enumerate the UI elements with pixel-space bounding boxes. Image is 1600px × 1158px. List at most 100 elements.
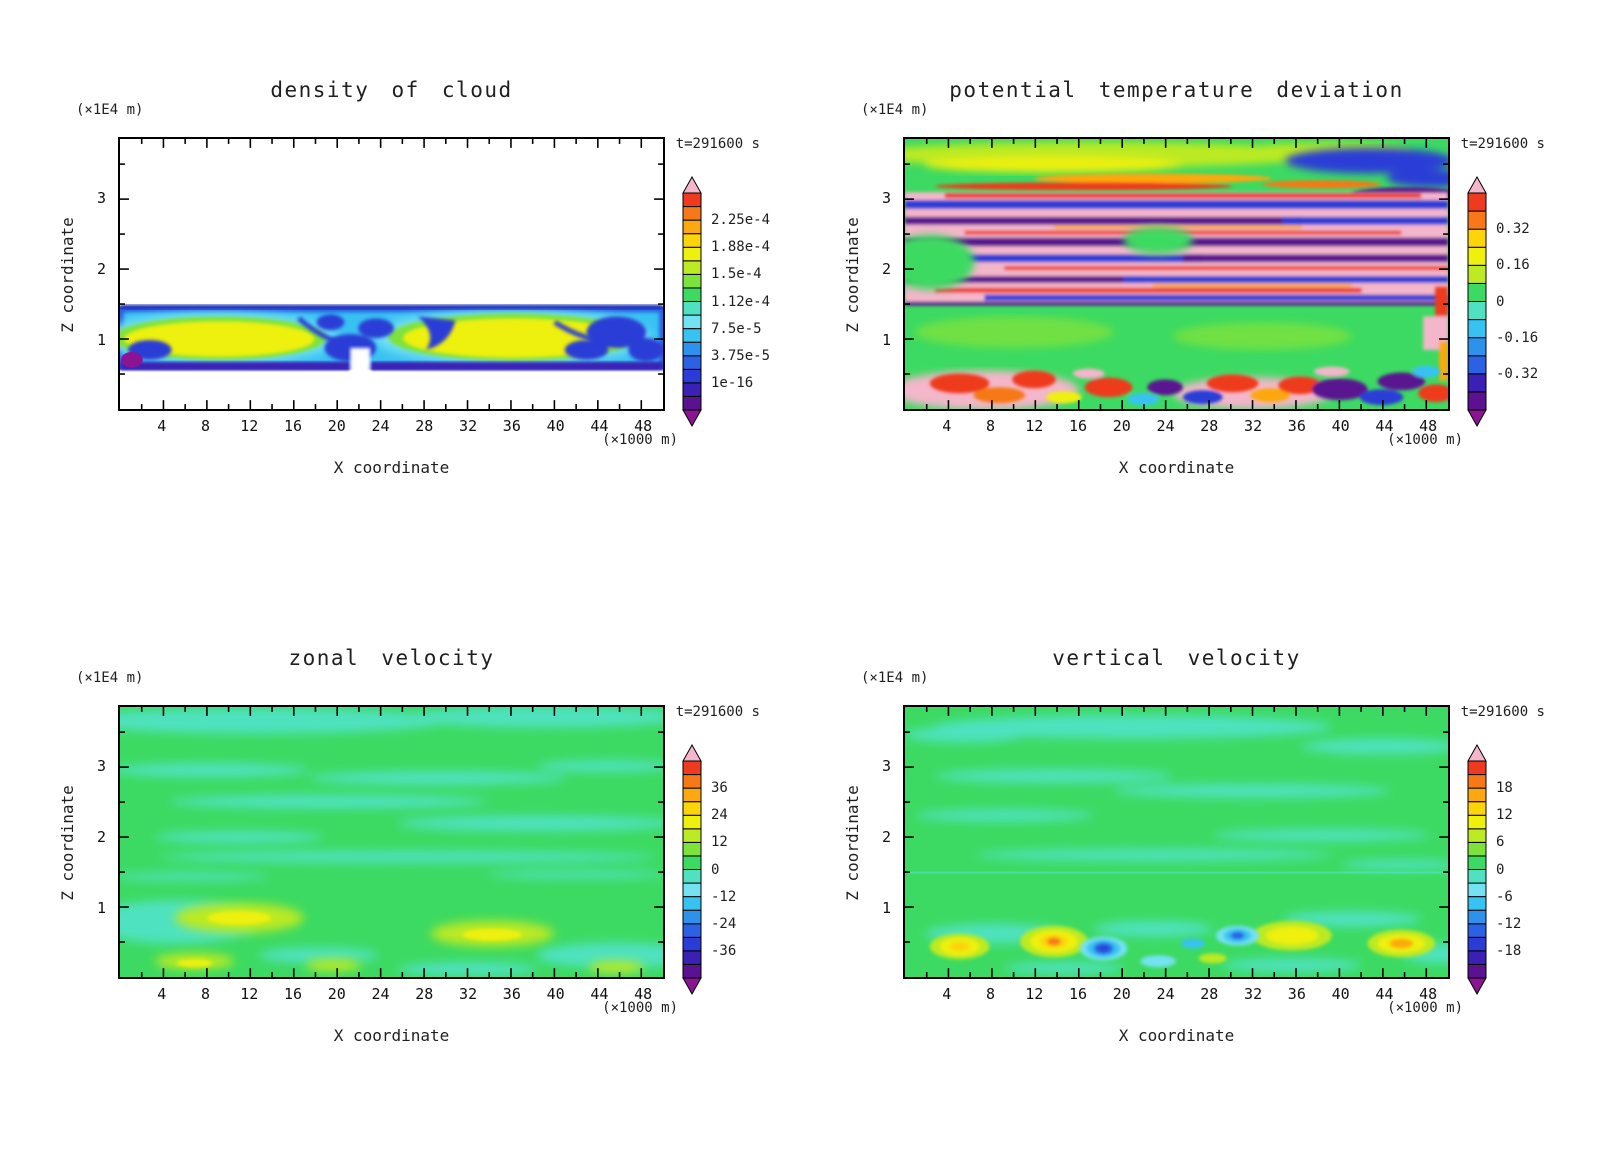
x-tick-label: 8 bbox=[201, 985, 211, 1003]
colorbar: 0.32 0.16 0 -0.16 -0.32 bbox=[1467, 175, 1582, 436]
colorbar-tick-label: 1e-16 bbox=[711, 374, 754, 391]
colorbar-labels: 2.25e-4 1.88e-4 1.5e-4 1.12e-4 7.5e-5 3.75e-5… bbox=[711, 193, 796, 410]
x-tick-label: 32 bbox=[459, 985, 478, 1003]
colorbar-tick-label: -18 bbox=[1496, 942, 1522, 959]
x-tick-label: 24 bbox=[371, 417, 390, 435]
x-tick-label: 4 bbox=[942, 417, 952, 435]
x-tick-label: 32 bbox=[1244, 417, 1263, 435]
colorbar-tick-label: -0.32 bbox=[1496, 365, 1539, 382]
x-axis-units-label: (×1000 m) bbox=[1387, 432, 1463, 448]
plot-area bbox=[118, 137, 665, 411]
x-axis-units-label: (×1000 m) bbox=[1387, 1000, 1463, 1016]
colorbar-graphic bbox=[1467, 743, 1487, 996]
x-tick-label: 12 bbox=[240, 417, 259, 435]
time-annotation: t=291600 s bbox=[675, 704, 760, 720]
colorbar-tick-label: 0 bbox=[711, 861, 720, 878]
panel-title: vertical velocity bbox=[1052, 646, 1301, 670]
colorbar-tick-label: 36 bbox=[711, 780, 728, 797]
x-tick-label: 32 bbox=[459, 417, 478, 435]
colorbar-graphic bbox=[1467, 175, 1487, 428]
x-tick-label: 4 bbox=[942, 985, 952, 1003]
colorbar-tick-label: 12 bbox=[1496, 807, 1513, 824]
plot-area bbox=[903, 705, 1450, 979]
x-tick-label: 4 bbox=[157, 417, 167, 435]
y-axis-units-label: (×1E4 m) bbox=[861, 102, 929, 118]
colorbar-labels: 0.32 0.16 0 -0.16 -0.32 bbox=[1496, 193, 1581, 410]
x-tick-label: 8 bbox=[201, 417, 211, 435]
time-annotation: t=291600 s bbox=[1460, 704, 1545, 720]
x-tick-label: 32 bbox=[1244, 985, 1263, 1003]
x-tick-label: 8 bbox=[986, 985, 996, 1003]
panel-density-of-cloud: density of cloud (×1E4 m) t=291600 s Z c… bbox=[8, 66, 798, 634]
panel-vertical-velocity: vertical velocity (×1E4 m) t=291600 s Z … bbox=[793, 634, 1583, 1158]
x-tick-label: 24 bbox=[1156, 985, 1175, 1003]
colorbar-tick-label: 18 bbox=[1496, 780, 1513, 797]
panel-zonal-velocity: zonal velocity (×1E4 m) t=291600 s Z coo… bbox=[8, 634, 798, 1158]
x-tick-label: 28 bbox=[1200, 985, 1219, 1003]
colorbar: 18 12 6 0 -6 -12 -18 bbox=[1467, 743, 1582, 1004]
contour-plot-art bbox=[120, 707, 663, 977]
x-axis-title: X coordinate bbox=[333, 458, 450, 477]
contour-plot-art bbox=[905, 139, 1448, 409]
x-axis-title: X coordinate bbox=[1118, 458, 1235, 477]
x-tick-label: 16 bbox=[1069, 985, 1088, 1003]
x-tick-label: 20 bbox=[1112, 417, 1131, 435]
colorbar-tick-label: 0 bbox=[1496, 861, 1505, 878]
colorbar-graphic bbox=[682, 743, 702, 996]
colorbar-tick-label: 7.5e-5 bbox=[711, 320, 762, 337]
x-tick-label: 24 bbox=[371, 985, 390, 1003]
x-tick-label: 8 bbox=[986, 417, 996, 435]
colorbar-tick-label: -0.16 bbox=[1496, 329, 1539, 346]
y-axis-title: Z coordinate bbox=[843, 785, 862, 901]
panel-potential-temperature-deviation: potential temperature deviation (×1E4 m)… bbox=[793, 66, 1583, 634]
x-tick-label: 28 bbox=[1200, 417, 1219, 435]
x-tick-label: 16 bbox=[284, 417, 303, 435]
y-axis-units-label: (×1E4 m) bbox=[76, 102, 144, 118]
colorbar-tick-label: 12 bbox=[711, 834, 728, 851]
x-axis-title: X coordinate bbox=[333, 1026, 450, 1045]
x-tick-label: 12 bbox=[1025, 417, 1044, 435]
contour-plot-art bbox=[905, 707, 1448, 977]
colorbar-labels: 36 24 12 0 -12 -24 -36 bbox=[711, 761, 796, 978]
colorbar-tick-label: 24 bbox=[711, 807, 728, 824]
time-annotation: t=291600 s bbox=[675, 136, 760, 152]
colorbar-tick-label: 0.16 bbox=[1496, 257, 1530, 274]
y-axis-units-label: (×1E4 m) bbox=[861, 670, 929, 686]
colorbar-tick-label: 1.88e-4 bbox=[711, 239, 771, 256]
colorbar-tick-label: 0 bbox=[1496, 293, 1505, 310]
x-axis-title: X coordinate bbox=[1118, 1026, 1235, 1045]
x-tick-label: 20 bbox=[327, 417, 346, 435]
y-axis-title: Z coordinate bbox=[58, 785, 77, 901]
y-axis-units-label: (×1E4 m) bbox=[76, 670, 144, 686]
x-tick-label: 20 bbox=[327, 985, 346, 1003]
panel-title: zonal velocity bbox=[288, 646, 495, 670]
colorbar-tick-label: 1.5e-4 bbox=[711, 266, 762, 283]
panel-title: potential temperature deviation bbox=[949, 78, 1404, 102]
colorbar-tick-label: 0.32 bbox=[1496, 221, 1530, 238]
plot-area bbox=[118, 705, 665, 979]
contour-plot-art bbox=[120, 139, 663, 409]
panel-title: density of cloud bbox=[270, 78, 513, 102]
x-tick-label: 4 bbox=[157, 985, 167, 1003]
y-axis-title: Z coordinate bbox=[58, 217, 77, 333]
x-tick-label: 24 bbox=[1156, 417, 1175, 435]
colorbar-tick-label: -12 bbox=[711, 888, 737, 905]
colorbar-labels: 18 12 6 0 -6 -12 -18 bbox=[1496, 761, 1581, 978]
colorbar-tick-label: -6 bbox=[1496, 888, 1513, 905]
x-tick-label: 12 bbox=[240, 985, 259, 1003]
colorbar-tick-label: 1.12e-4 bbox=[711, 293, 771, 310]
x-axis-units-label: (×1000 m) bbox=[602, 1000, 678, 1016]
colorbar: 36 24 12 0 -12 -24 -36 bbox=[682, 743, 797, 1004]
x-tick-label: 16 bbox=[284, 985, 303, 1003]
colorbar-tick-label: 2.25e-4 bbox=[711, 212, 771, 229]
y-axis-title: Z coordinate bbox=[843, 217, 862, 333]
time-annotation: t=291600 s bbox=[1460, 136, 1545, 152]
colorbar-tick-label: -12 bbox=[1496, 915, 1522, 932]
x-axis-units-label: (×1000 m) bbox=[602, 432, 678, 448]
x-tick-label: 28 bbox=[415, 985, 434, 1003]
x-tick-label: 28 bbox=[415, 417, 434, 435]
colorbar-graphic bbox=[682, 175, 702, 428]
x-tick-label: 12 bbox=[1025, 985, 1044, 1003]
x-tick-label: 20 bbox=[1112, 985, 1131, 1003]
